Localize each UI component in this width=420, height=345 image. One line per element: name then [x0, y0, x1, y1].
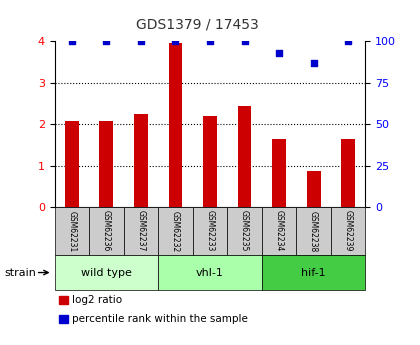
Text: GSM62233: GSM62233	[205, 210, 215, 252]
Text: GSM62235: GSM62235	[240, 210, 249, 252]
Point	[276, 50, 282, 56]
Text: GSM62232: GSM62232	[171, 210, 180, 252]
Point	[68, 39, 75, 44]
Point	[103, 39, 110, 44]
Text: hif-1: hif-1	[301, 268, 326, 277]
Text: GSM62231: GSM62231	[67, 210, 76, 252]
Text: GSM62234: GSM62234	[275, 210, 284, 252]
Text: log2 ratio: log2 ratio	[72, 295, 122, 305]
Text: vhl-1: vhl-1	[196, 268, 224, 277]
Point	[345, 39, 352, 44]
Text: GSM62236: GSM62236	[102, 210, 111, 252]
Point	[138, 39, 144, 44]
Point	[310, 60, 317, 66]
Text: wild type: wild type	[81, 268, 132, 277]
Point	[172, 39, 179, 44]
Text: GSM62237: GSM62237	[136, 210, 145, 252]
Bar	[272, 139, 286, 207]
Point	[241, 39, 248, 44]
Bar	[238, 106, 252, 207]
Bar	[100, 121, 113, 207]
Text: GSM62239: GSM62239	[344, 210, 353, 252]
Text: GSM62238: GSM62238	[309, 210, 318, 252]
Bar	[134, 114, 148, 207]
Point	[207, 39, 213, 44]
Bar	[65, 121, 79, 207]
Bar	[307, 171, 320, 207]
Bar	[203, 116, 217, 207]
Text: GDS1379 / 17453: GDS1379 / 17453	[136, 17, 259, 31]
Bar	[168, 43, 182, 207]
Bar	[341, 139, 355, 207]
Text: percentile rank within the sample: percentile rank within the sample	[72, 314, 248, 324]
Text: strain: strain	[4, 268, 36, 277]
